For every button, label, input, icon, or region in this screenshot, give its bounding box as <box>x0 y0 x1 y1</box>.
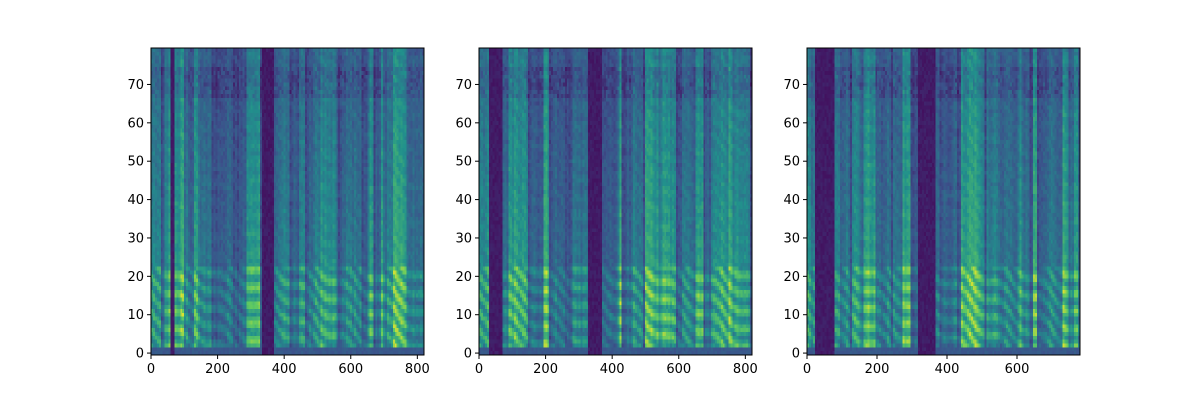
spectrogram-panel-3: 0 200 400 600 0 10 20 30 40 50 60 70 <box>783 47 1081 377</box>
axes-frame <box>150 47 425 356</box>
y-tick-label: 30 <box>783 231 800 246</box>
y-tick-label: 70 <box>127 78 144 93</box>
x-tick-label: 400 <box>272 362 297 377</box>
y-tick-label: 0 <box>136 347 144 362</box>
spectrogram-panel-2: 0 200 400 600 800 0 10 20 30 40 50 60 70 <box>455 47 758 377</box>
y-tick-label: 0 <box>464 347 472 362</box>
y-tick-label: 50 <box>127 155 144 170</box>
y-tick-label: 60 <box>127 116 144 131</box>
x-tick-label: 0 <box>475 362 483 377</box>
x-tick-label: 0 <box>803 362 811 377</box>
axes-frame <box>478 47 753 356</box>
y-tick-label: 70 <box>455 78 472 93</box>
y-tick-label: 40 <box>455 193 472 208</box>
y-tick-label: 30 <box>127 231 144 246</box>
x-tick-label: 800 <box>733 362 758 377</box>
x-tick-label: 0 <box>147 362 155 377</box>
spectrogram-image <box>479 48 752 355</box>
spectrogram-panel-1: 0 200 400 600 800 0 10 20 30 40 50 60 70 <box>127 47 430 377</box>
y-tick-label: 60 <box>783 116 800 131</box>
x-tick-label: 600 <box>1005 362 1030 377</box>
x-tick-label: 600 <box>666 362 691 377</box>
x-tick-label: 200 <box>205 362 230 377</box>
y-tick-label: 20 <box>783 270 800 285</box>
x-tick-label: 400 <box>935 362 960 377</box>
y-tick-label: 10 <box>783 308 800 323</box>
y-tick-label: 30 <box>455 231 472 246</box>
spectrogram-image <box>151 48 424 355</box>
y-tick-label: 40 <box>127 193 144 208</box>
y-tick-label: 40 <box>783 193 800 208</box>
y-tick-label: 70 <box>783 78 800 93</box>
y-tick-label: 60 <box>455 116 472 131</box>
axes-frame <box>806 47 1081 356</box>
y-tick-label: 50 <box>455 155 472 170</box>
y-tick-label: 20 <box>127 270 144 285</box>
x-tick-label: 400 <box>600 362 625 377</box>
x-tick-label: 200 <box>533 362 558 377</box>
y-tick-label: 10 <box>455 308 472 323</box>
x-tick-label: 600 <box>338 362 363 377</box>
y-tick-label: 10 <box>127 308 144 323</box>
y-tick-label: 0 <box>792 347 800 362</box>
y-tick-label: 20 <box>455 270 472 285</box>
y-tick-label: 50 <box>783 155 800 170</box>
x-tick-label: 200 <box>865 362 890 377</box>
spectrogram-image <box>807 48 1080 355</box>
x-tick-label: 800 <box>405 362 430 377</box>
